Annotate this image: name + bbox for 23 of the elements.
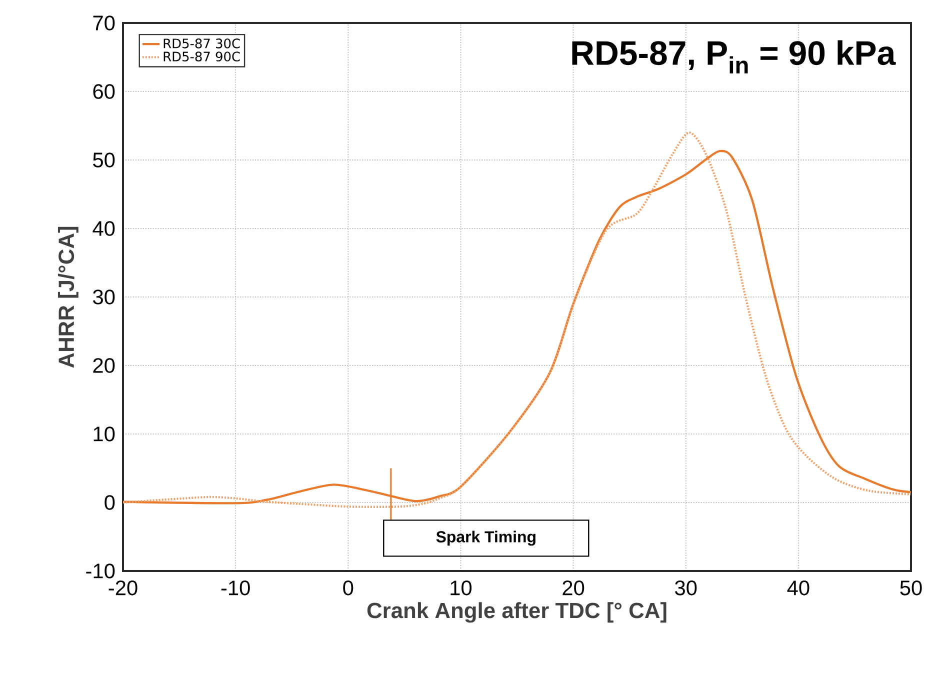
- x-tick-label: 30: [675, 580, 697, 596]
- y-tick-label: 30: [93, 290, 115, 304]
- y-tick-label: 0: [104, 495, 115, 510]
- x-tick-label: 0: [343, 580, 354, 596]
- x-tick-label: -20: [108, 580, 138, 596]
- y-tick-label: -10: [86, 564, 115, 578]
- chart-title: RD5-87, P$_{in}$ = 90 kPa: [572, 40, 896, 74]
- x-tick-label: 50: [900, 580, 922, 596]
- y-tick-label: 60: [93, 84, 115, 99]
- legend-label: RD5-87 90C: [164, 52, 240, 62]
- x-tick-label: 40: [787, 580, 810, 596]
- x-tick-label: -10: [221, 580, 250, 596]
- y-tick-label: 50: [93, 152, 115, 168]
- x-tick-label: 20: [562, 580, 584, 596]
- x-tick-label: 10: [450, 580, 472, 596]
- y-tick-label: 20: [93, 358, 115, 373]
- y-tick-label: 40: [92, 221, 115, 236]
- y-tick-label: 10: [94, 426, 115, 442]
- y-tick-label: 70: [93, 16, 115, 30]
- ref-line-label: Spark Timing: [436, 530, 536, 546]
- x-axis-title: Crank Angle after TDC [° CA]: [367, 602, 666, 623]
- legend-label: RD5-87 30C: [164, 38, 240, 48]
- y-axis-title: AHRR [J/°CA]: [58, 226, 78, 368]
